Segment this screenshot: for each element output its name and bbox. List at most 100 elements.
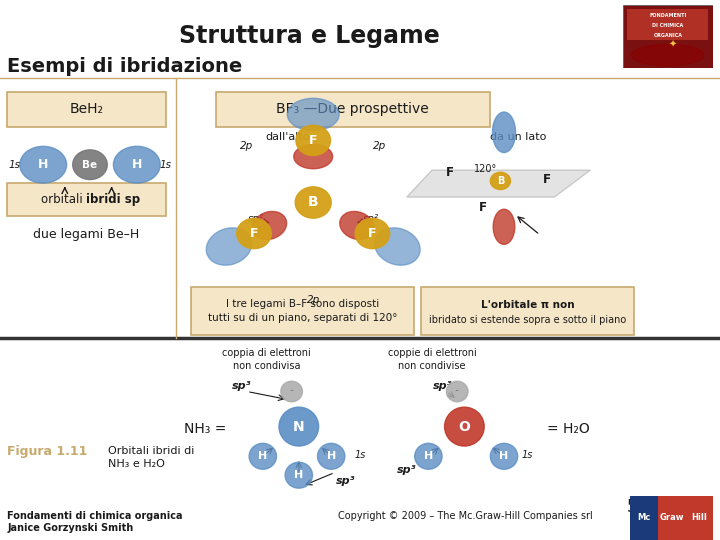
Ellipse shape — [281, 381, 302, 402]
Ellipse shape — [249, 443, 276, 469]
FancyBboxPatch shape — [630, 496, 657, 540]
Ellipse shape — [114, 146, 161, 183]
FancyBboxPatch shape — [216, 92, 490, 127]
Text: F: F — [478, 201, 487, 214]
Text: coppie di elettroni
non condivise: coppie di elettroni non condivise — [387, 348, 477, 370]
Text: 2p: 2p — [240, 140, 253, 151]
Text: sp³: sp³ — [433, 381, 453, 391]
FancyBboxPatch shape — [623, 5, 713, 68]
Text: da un lato: da un lato — [490, 132, 546, 143]
Text: F: F — [446, 166, 454, 179]
Text: Struttura e Legame: Struttura e Legame — [179, 24, 440, 48]
Text: NH₃ =: NH₃ = — [184, 422, 226, 436]
Ellipse shape — [492, 112, 516, 152]
Text: ··: ·· — [454, 387, 460, 396]
Text: coppia di elettroni
non condivisa: coppia di elettroni non condivisa — [222, 348, 311, 370]
Text: 2p: 2p — [307, 295, 320, 305]
Ellipse shape — [374, 228, 420, 265]
Text: sp³: sp³ — [231, 381, 251, 391]
FancyBboxPatch shape — [7, 183, 166, 216]
Ellipse shape — [253, 212, 287, 239]
Polygon shape — [407, 170, 590, 197]
Text: Mc: Mc — [637, 514, 650, 522]
Text: I tre legami B–F sono disposti
tutti su di un piano, separati di 120°: I tre legami B–F sono disposti tutti su … — [207, 299, 397, 323]
Text: ··: ·· — [289, 387, 294, 396]
Text: B: B — [497, 176, 504, 186]
Text: orbitali ​: orbitali ​ — [41, 193, 86, 206]
Ellipse shape — [287, 98, 339, 131]
FancyBboxPatch shape — [627, 9, 708, 39]
Text: H: H — [132, 158, 142, 171]
Text: ✦: ✦ — [668, 40, 676, 50]
Text: sp²: sp² — [248, 214, 264, 224]
Ellipse shape — [446, 381, 468, 402]
Text: Janice Gorzynski Smith: Janice Gorzynski Smith — [7, 523, 133, 533]
Ellipse shape — [355, 219, 390, 249]
Text: 58: 58 — [626, 497, 648, 516]
Ellipse shape — [318, 443, 345, 469]
Text: due legami Be–H: due legami Be–H — [33, 228, 140, 241]
Ellipse shape — [490, 172, 510, 190]
Text: H: H — [294, 470, 303, 480]
Text: ORGANICA: ORGANICA — [653, 33, 683, 38]
Text: B: B — [308, 195, 318, 210]
Ellipse shape — [295, 187, 331, 218]
Ellipse shape — [415, 443, 442, 469]
Text: Graw: Graw — [659, 514, 684, 522]
Text: BF₃ —Due prospettive: BF₃ —Due prospettive — [276, 103, 429, 116]
Text: H: H — [327, 451, 336, 461]
Text: O: O — [459, 420, 470, 434]
Text: Be: Be — [82, 160, 98, 170]
FancyBboxPatch shape — [7, 92, 166, 127]
Text: 1s: 1s — [354, 450, 366, 460]
Ellipse shape — [444, 407, 485, 446]
Text: 120°: 120° — [474, 164, 498, 174]
Text: dall'alto: dall'alto — [266, 132, 310, 143]
Text: F: F — [543, 173, 552, 186]
Ellipse shape — [493, 209, 515, 244]
Ellipse shape — [279, 407, 319, 446]
Text: H: H — [500, 451, 508, 461]
Text: F: F — [309, 134, 318, 147]
Text: 1s: 1s — [9, 160, 20, 170]
Text: H: H — [424, 451, 433, 461]
Text: sp³: sp³ — [397, 465, 417, 475]
Ellipse shape — [73, 150, 107, 180]
Text: sp³: sp³ — [336, 476, 356, 485]
Ellipse shape — [490, 443, 518, 469]
Text: H: H — [38, 158, 48, 171]
Text: Hill: Hill — [691, 514, 707, 522]
Ellipse shape — [340, 212, 374, 239]
Text: sp²: sp² — [363, 214, 379, 224]
Text: Figura 1.11: Figura 1.11 — [7, 446, 88, 458]
Text: 2p: 2p — [373, 140, 386, 151]
Text: Copyright © 2009 – The Mc.Graw-Hill Companies srl: Copyright © 2009 – The Mc.Graw-Hill Comp… — [338, 511, 593, 521]
Text: Orbitali ibridi di
NH₃ e H₂O: Orbitali ibridi di NH₃ e H₂O — [108, 446, 194, 469]
Text: 1s: 1s — [160, 160, 171, 170]
FancyBboxPatch shape — [657, 496, 685, 540]
Ellipse shape — [296, 125, 330, 156]
Text: FONDAMENTI: FONDAMENTI — [649, 13, 686, 18]
Ellipse shape — [19, 146, 66, 183]
Text: F: F — [368, 227, 377, 240]
FancyBboxPatch shape — [685, 496, 713, 540]
Text: L'orbitale π non: L'orbitale π non — [480, 300, 575, 310]
Ellipse shape — [294, 145, 333, 168]
FancyBboxPatch shape — [421, 287, 634, 335]
Ellipse shape — [206, 228, 252, 265]
Text: Esempi di ibridazione: Esempi di ibridazione — [7, 57, 243, 76]
Text: ibridi sp: ibridi sp — [86, 193, 140, 206]
Text: N: N — [293, 420, 305, 434]
Text: H: H — [258, 451, 267, 461]
Text: BeH₂: BeH₂ — [69, 103, 104, 116]
Ellipse shape — [285, 462, 312, 488]
Text: = H₂O: = H₂O — [547, 422, 590, 436]
Text: F: F — [250, 227, 258, 240]
FancyBboxPatch shape — [191, 287, 414, 335]
Text: 1s: 1s — [522, 450, 534, 460]
Ellipse shape — [237, 218, 271, 249]
Text: DI CHIMICA: DI CHIMICA — [652, 23, 683, 28]
Ellipse shape — [632, 44, 703, 66]
Text: ibridato si estende sopra e sotto il piano: ibridato si estende sopra e sotto il pia… — [429, 315, 626, 325]
Text: Fondamenti di chimica organica: Fondamenti di chimica organica — [7, 511, 183, 521]
